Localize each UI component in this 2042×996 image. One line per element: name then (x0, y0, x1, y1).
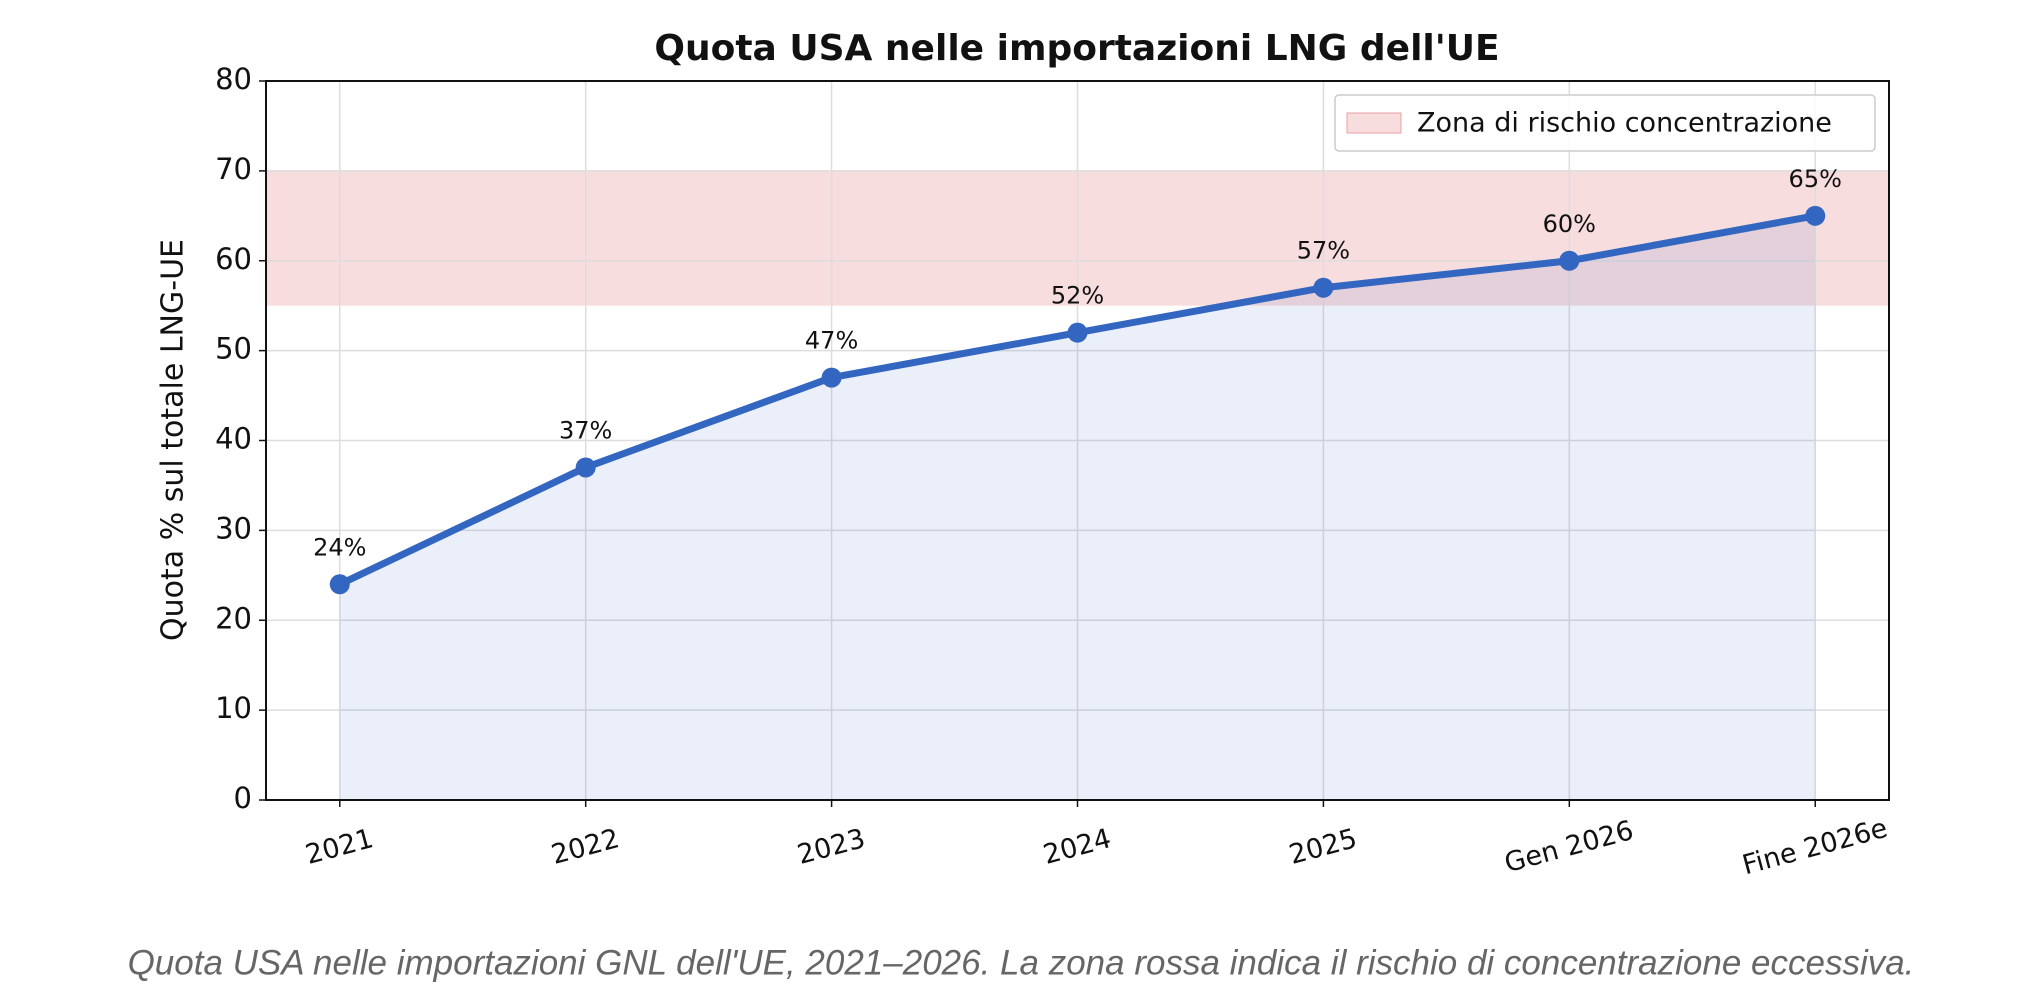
y-tick-label: 20 (215, 601, 252, 635)
value-label: 47% (805, 327, 858, 355)
value-label: 52% (1051, 282, 1104, 310)
x-tick-label: 2023 (794, 823, 868, 871)
value-label: 24% (313, 533, 366, 561)
y-tick-label: 0 (234, 781, 252, 815)
caption: Quota USA nelle importazioni GNL dell'UE… (128, 943, 1915, 982)
x-tick-label: 2022 (548, 823, 622, 871)
point (821, 367, 842, 388)
y-tick-label: 80 (215, 62, 252, 96)
y-tick-label: 40 (215, 422, 252, 456)
point (329, 574, 350, 595)
chart-title: Quota USA nelle importazioni LNG dell'UE (654, 28, 1499, 69)
legend-swatch (1346, 112, 1402, 134)
x-tick-label: 2025 (1286, 823, 1360, 871)
x-tick-label: 2024 (1040, 823, 1114, 871)
y-tick-label: 60 (215, 242, 252, 276)
y-tick-label: 50 (215, 332, 252, 366)
value-label: 60% (1543, 210, 1596, 238)
value-label: 65% (1789, 165, 1842, 193)
x-tick-label: Gen 2026 (1501, 815, 1636, 879)
x-tick-label: Fine 2026e (1739, 813, 1891, 881)
point (1559, 250, 1580, 271)
x-tick-label: 2021 (302, 823, 376, 871)
point (1313, 277, 1334, 298)
point (1805, 205, 1826, 226)
value-label: 57% (1297, 237, 1350, 265)
point (575, 457, 596, 478)
value-label: 37% (559, 416, 612, 444)
y-tick-label: 10 (215, 691, 252, 725)
y-axis-label: Quota % sul totale LNG-UE (156, 239, 191, 641)
plot-frame (265, 80, 1890, 801)
y-tick-label: 70 (215, 152, 252, 186)
legend-box (1334, 94, 1876, 152)
legend-label: Zona di rischio concentrazione (1417, 108, 1832, 139)
point (1067, 322, 1088, 343)
y-tick-label: 30 (215, 511, 252, 545)
area (339, 215, 1816, 800)
